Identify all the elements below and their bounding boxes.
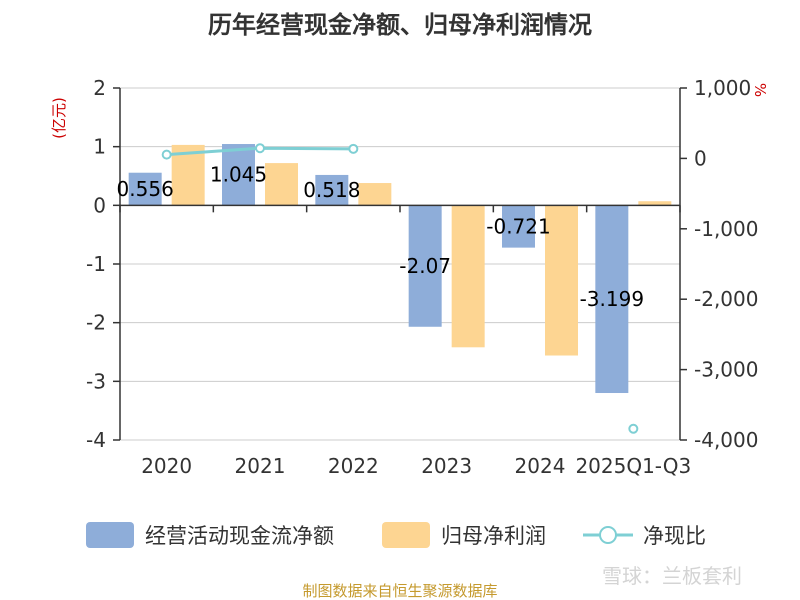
x-tick-label: 2024 (515, 454, 566, 478)
chart-title: 历年经营现金净额、归母净利润情况 (208, 11, 592, 39)
right-tick-label: -4,000 (694, 428, 758, 452)
right-tick-label: -2,000 (694, 287, 758, 311)
bar-net-profit (265, 163, 298, 206)
x-tick-label: 2022 (328, 454, 379, 478)
bar-operating-cash-flow (595, 205, 629, 394)
x-tick-label: 2023 (421, 454, 472, 478)
bar-operating-cash-flow (408, 205, 442, 327)
data-label: -3.199 (580, 287, 644, 311)
watermark: 雪球：兰板套利 (602, 564, 742, 588)
bar-operating-cash-flow (128, 172, 162, 206)
left-tick-label: -3 (86, 369, 106, 393)
ratio-point (255, 143, 265, 154)
left-tick-label: 1 (93, 135, 106, 159)
bar-net-profit (638, 201, 672, 206)
ratio-line (161, 143, 639, 434)
tick-labels: -4 -3 -2 -1 0 1 2 -4,000 -3,000 -2,000 -1,000 0 1,00… (86, 76, 758, 478)
data-label: -2.07 (399, 254, 451, 278)
right-axis-unit: % (751, 83, 769, 97)
left-tick-label: 0 (93, 193, 106, 217)
legend-label: 净现比 (643, 524, 706, 548)
left-tick-label: -4 (86, 428, 106, 452)
left-tick-label: 2 (93, 76, 106, 100)
legend: 经营活动现金流净额 归母净利润 净现比 (86, 522, 706, 548)
left-tick-label: -1 (86, 252, 106, 276)
bar-net-profit (545, 205, 578, 356)
x-tick-label: 2021 (235, 454, 286, 478)
bar-operating-cash-flow (222, 144, 255, 206)
bar-net-profit (358, 183, 392, 206)
ratio-point (348, 143, 359, 154)
right-tick-label: -3,000 (694, 358, 758, 382)
right-tick-label: -1,000 (694, 217, 758, 241)
ratio-point (161, 149, 172, 160)
legend-swatch-ratio-marker (599, 526, 617, 544)
right-tick-label: 0 (694, 146, 707, 170)
bar-net-profit (451, 205, 485, 348)
data-labels: 0.556 1.045 0.518 -2.07 -0.721 -3.199 (117, 163, 645, 311)
data-label: 1.045 (210, 163, 267, 187)
bar-operating-cash-flow (315, 174, 349, 206)
ratio-point (628, 423, 639, 434)
bar-operating-cash-flow (502, 205, 535, 248)
x-tick-label: 2020 (141, 454, 192, 478)
legend-label: 归母净利润 (441, 524, 546, 548)
bars (128, 144, 672, 394)
data-label: -0.721 (486, 214, 550, 238)
data-label: 0.518 (303, 178, 360, 202)
right-tick-label: 1,000 (694, 76, 751, 100)
left-axis-unit: (亿元) (50, 97, 68, 139)
grid-lines (120, 87, 680, 441)
data-label: 0.556 (117, 177, 174, 201)
x-tick-label: 2025Q1-Q3 (575, 454, 691, 478)
legend-label: 经营活动现金流净额 (145, 524, 334, 548)
axes (113, 87, 687, 441)
legend-swatch-operating-cash-flow (86, 522, 134, 548)
left-tick-label: -2 (86, 311, 106, 335)
legend-swatch-net-profit (382, 522, 430, 548)
data-source-note: 制图数据来自恒生聚源数据库 (302, 582, 497, 600)
